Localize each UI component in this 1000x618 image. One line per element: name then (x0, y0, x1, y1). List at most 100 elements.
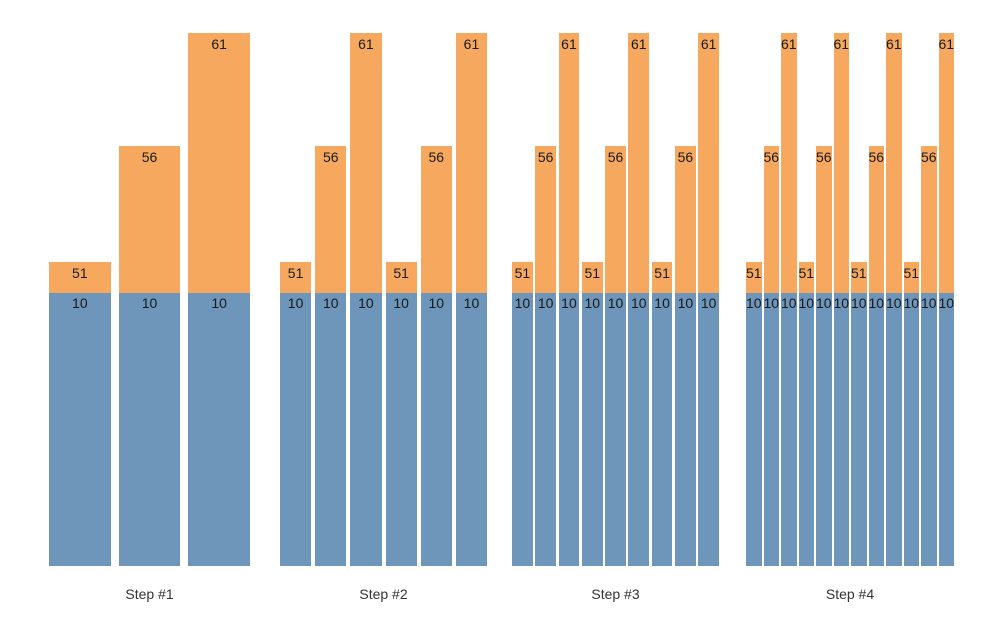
bar: 56 10 (868, 146, 885, 566)
bar: 51 10 (49, 262, 111, 566)
group-label: Step #1 (125, 586, 174, 602)
bar-base-segment: 10 (921, 293, 937, 566)
bar-top-value-label: 61 (561, 36, 577, 52)
bar-top-value-label: 61 (463, 36, 480, 52)
bar-top-segment: 51 (903, 262, 920, 293)
bar: 61 10 (628, 33, 650, 566)
bar: 56 10 (763, 146, 780, 566)
bar-base-segment: 10 (605, 293, 626, 566)
bar-top-segment: 61 (455, 33, 488, 293)
bar-base-segment: 10 (118, 293, 181, 566)
bar-base-segment: 10 (628, 293, 650, 566)
bar-base-value-label: 10 (428, 295, 445, 311)
bar: 51 10 (512, 262, 533, 566)
bar-top-segment: 61 (188, 33, 251, 293)
bar: 51 10 (746, 262, 762, 566)
bar: 51 10 (651, 262, 673, 566)
bar-top-segment: 56 (605, 146, 626, 293)
bar-top-segment: 51 (798, 262, 815, 293)
bar-base-value-label: 10 (745, 295, 762, 311)
bar-top-segment: 56 (535, 146, 557, 293)
bar-base-value-label: 10 (885, 295, 902, 311)
bar-base-segment: 10 (420, 293, 452, 566)
bar-top-value-label: 61 (938, 36, 955, 52)
bar-base-segment: 10 (512, 293, 533, 566)
bar-top-segment: 51 (581, 262, 603, 293)
bar: 51 10 (903, 262, 920, 566)
bar: 56 10 (535, 146, 557, 566)
bar-base-segment: 10 (698, 293, 720, 566)
bar: 61 10 (558, 33, 580, 566)
bar-base-value-label: 10 (868, 295, 885, 311)
bar: 56 10 (674, 146, 696, 566)
bar-group: 51 10 56 10 61 10 51 10 56 10 61 10 51 10 56 10 61 10 (512, 0, 720, 566)
bar-base-value-label: 10 (72, 295, 88, 311)
bar-top-segment: 51 (746, 262, 762, 293)
bar: 51 10 (798, 262, 815, 566)
bar-base-value-label: 10 (211, 295, 227, 311)
bar: 56 10 (420, 146, 452, 566)
bar-base-segment: 10 (746, 293, 762, 566)
bar-top-segment: 56 (674, 146, 696, 293)
bar-base-segment: 10 (558, 293, 580, 566)
bar-top-value-label: 51 (903, 265, 920, 281)
bar-base-segment: 10 (315, 293, 347, 566)
bar-top-segment: 61 (833, 33, 849, 293)
bar-top-segment: 51 (385, 262, 417, 293)
bar-top-value-label: 51 (584, 265, 601, 281)
bar-top-value-label: 61 (631, 36, 647, 52)
bar-base-segment: 10 (280, 293, 312, 566)
bar-top-segment: 56 (315, 146, 347, 293)
bar-base-segment: 10 (903, 293, 920, 566)
bar-base-value-label: 10 (654, 295, 670, 311)
bar-top-value-label: 56 (868, 149, 885, 165)
bar-base-segment: 10 (350, 293, 382, 566)
bar-base-value-label: 10 (798, 295, 815, 311)
bar-base-value-label: 10 (815, 295, 832, 311)
bar: 61 10 (698, 33, 720, 566)
bar-top-value-label: 61 (700, 36, 717, 52)
bar-base-value-label: 10 (763, 295, 780, 311)
bar-top-value-label: 61 (211, 36, 227, 52)
bar-top-value-label: 56 (322, 149, 339, 165)
bar-base-segment: 10 (651, 293, 673, 566)
bar: 51 10 (280, 262, 312, 566)
bar-group: 51 10 56 10 61 10 (49, 0, 251, 566)
bar: 56 10 (315, 146, 347, 566)
bar-base-value-label: 10 (358, 295, 374, 311)
bar-base-value-label: 10 (561, 295, 577, 311)
bar-top-value-label: 56 (920, 149, 937, 165)
bar-base-value-label: 10 (850, 295, 867, 311)
bar-top-value-label: 61 (358, 36, 374, 52)
bar-base-segment: 10 (455, 293, 488, 566)
bar: 56 10 (816, 146, 832, 566)
bar-top-segment: 51 (512, 262, 533, 293)
bar-base-segment: 10 (938, 293, 955, 566)
bar-top-value-label: 51 (72, 265, 88, 281)
bar: 51 10 (851, 262, 867, 566)
bar: 61 10 (455, 33, 488, 566)
bar-top-segment: 56 (868, 146, 885, 293)
bar-top-value-label: 51 (798, 265, 815, 281)
bar: 61 10 (938, 33, 955, 566)
bar-top-segment: 56 (763, 146, 779, 293)
bar: 51 10 (385, 262, 417, 566)
bar: 56 10 (118, 146, 181, 566)
bar-base-segment: 10 (816, 293, 832, 566)
bar-top-segment: 56 (420, 146, 452, 293)
bar-top-value-label: 56 (537, 149, 554, 165)
bar-top-segment: 56 (921, 146, 937, 293)
bar-group: 51 10 56 10 61 10 51 10 56 10 61 10 (280, 0, 488, 566)
bar-base-segment: 10 (535, 293, 557, 566)
bar-base-value-label: 10 (938, 295, 955, 311)
bar-top-value-label: 56 (815, 149, 832, 165)
bar: 56 10 (921, 146, 937, 566)
bar-top-segment: 56 (816, 146, 832, 293)
bar-base-value-label: 10 (584, 295, 601, 311)
bar-base-value-label: 10 (141, 295, 158, 311)
bar-top-value-label: 61 (780, 36, 797, 52)
bar-base-value-label: 10 (393, 295, 409, 311)
bar-base-value-label: 10 (903, 295, 920, 311)
bar-top-segment: 51 (49, 262, 111, 293)
